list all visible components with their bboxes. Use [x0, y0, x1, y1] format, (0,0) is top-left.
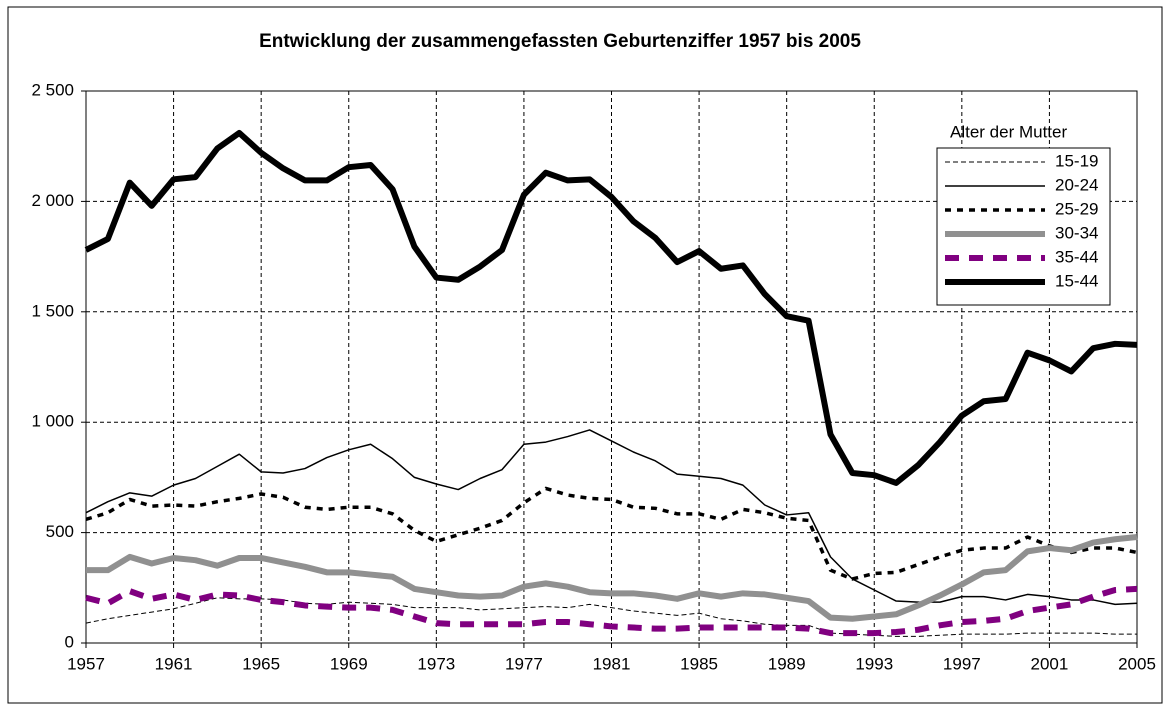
y-tick-label: 1 000: [31, 412, 74, 431]
plot-area: [85, 90, 1138, 644]
x-tick-label: 1993: [855, 654, 893, 673]
y-tick-label: 500: [46, 522, 74, 541]
x-tick-label: 2005: [1118, 654, 1156, 673]
x-tick-label: 1973: [417, 654, 455, 673]
x-tick-label: 1981: [593, 654, 631, 673]
legend-label: 30-34: [1055, 223, 1098, 242]
x-tick-label: 1969: [330, 654, 368, 673]
series-line: [86, 534, 1138, 622]
x-tick-label: 1989: [768, 654, 806, 673]
x-tick-label: 1961: [155, 654, 193, 673]
series-line: [85, 486, 1138, 581]
x-tick-label: 1985: [680, 654, 718, 673]
chart-title: Entwicklung der zusammengefassten Geburt…: [259, 31, 861, 52]
y-tick-label: 0: [65, 632, 74, 651]
x-tick-label: 1957: [67, 654, 105, 673]
x-tick-label: 1977: [505, 654, 543, 673]
legend-title: Alter der Mutter: [950, 122, 1067, 141]
x-tick-label: 1965: [242, 654, 280, 673]
y-tick-label: 2 000: [31, 191, 74, 210]
legend-label: 15-19: [1055, 151, 1098, 170]
legend-label: 15-44: [1055, 271, 1098, 290]
y-tick-label: 2 500: [31, 80, 74, 99]
series-line: [85, 585, 1138, 637]
series-line: [85, 597, 1137, 637]
legend-label: 35-44: [1055, 247, 1098, 266]
x-tick-label: 2001: [1031, 654, 1069, 673]
legend-label: 25-29: [1055, 199, 1098, 218]
y-tick-label: 1 500: [31, 301, 74, 320]
chart-border: [7, 6, 1163, 704]
series-line: [85, 429, 1138, 606]
legend-label: 20-24: [1055, 175, 1098, 194]
x-tick-label: 1997: [943, 654, 981, 673]
series-line: [84, 129, 1138, 486]
legend-box: [936, 147, 1111, 306]
